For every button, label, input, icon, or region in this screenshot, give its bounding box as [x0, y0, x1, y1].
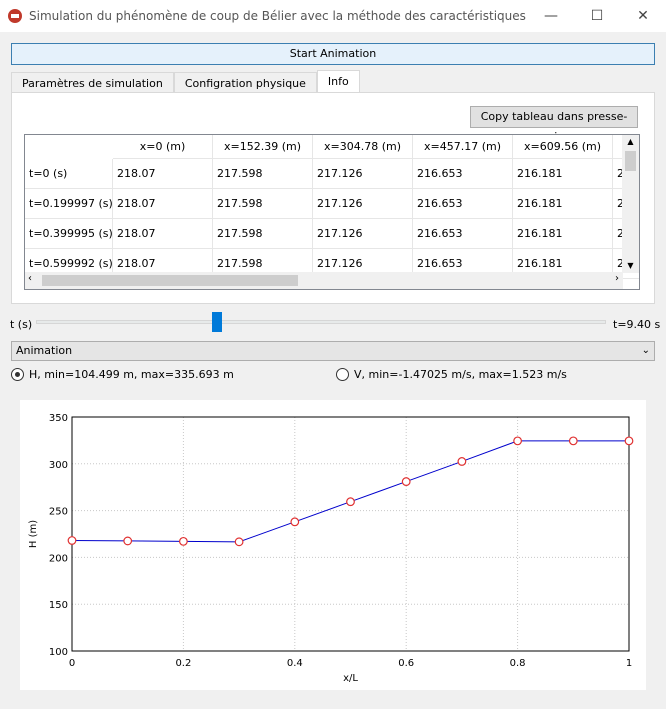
table-cell[interactable]: 218.07	[113, 189, 213, 219]
table-cell[interactable]: 218.07	[113, 219, 213, 249]
horizontal-scroll-thumb[interactable]	[42, 275, 298, 286]
column-header: x=304.78 (m)	[313, 135, 413, 159]
tab-configuration[interactable]: Configration physique	[173, 72, 317, 93]
data-point	[568, 436, 578, 446]
h-profile-chart: 0 0.2 0.4 0.6 0.8 1 100 150 200 250 300 350 x/L H (m)	[28, 413, 634, 684]
row-header: t=0.399995 (s)	[25, 219, 113, 249]
table-cell[interactable]: 218.07	[113, 159, 213, 189]
data-point	[624, 436, 634, 446]
y-tick-label: 200	[49, 553, 68, 564]
y-tick-label: 250	[49, 507, 68, 518]
column-header: x=609.56 (m)	[513, 135, 613, 159]
data-point	[513, 436, 523, 446]
table-cell[interactable]: 2	[613, 249, 639, 279]
table-cell[interactable]: 216.181	[513, 159, 613, 189]
vertical-scroll-thumb[interactable]	[625, 151, 636, 171]
combo-value: Animation	[16, 344, 73, 357]
x-tick-label: 0	[69, 658, 75, 669]
data-point	[178, 536, 188, 546]
x-tick-label: 0.4	[287, 658, 303, 669]
table-cell[interactable]: 216.653	[413, 189, 513, 219]
start-animation-button[interactable]: Start Animation	[11, 43, 655, 65]
scroll-down-icon[interactable]: ▼	[627, 261, 634, 270]
title-bar: Simulation du phénomène de coup de Bélie…	[0, 0, 666, 32]
y-tick-label: 350	[49, 413, 68, 424]
data-point	[123, 536, 133, 546]
radio-v[interactable]: V, min=-1.47025 m/s, max=1.523 m/s	[336, 368, 567, 381]
table-cell[interactable]: 217.598	[213, 189, 313, 219]
data-point	[290, 517, 300, 527]
data-point	[346, 497, 355, 507]
maximize-icon[interactable]: ☐	[590, 8, 604, 24]
radio-h[interactable]: H, min=104.499 m, max=335.693 m	[11, 368, 234, 381]
table-cell[interactable]: 217.126	[313, 159, 413, 189]
tab-info[interactable]: Info	[316, 70, 360, 93]
radio-v-button[interactable]	[336, 368, 349, 381]
data-point	[401, 477, 411, 486]
table-cell[interactable]: 217.598	[213, 159, 313, 189]
x-tick-label: 0.2	[175, 658, 191, 669]
window-title: Simulation du phénomène de coup de Bélie…	[29, 9, 526, 23]
vertical-scrollbar[interactable]: ▲ ▼	[622, 135, 639, 273]
time-slider-track[interactable]	[36, 320, 606, 324]
scroll-right-icon[interactable]: ›	[615, 273, 619, 284]
copy-table-button[interactable]: Copy tableau dans presse-papiers	[470, 106, 638, 143]
slider-max-label: t=9.40 s	[613, 318, 661, 331]
minimize-icon[interactable]: —	[544, 8, 558, 24]
series-line	[71, 440, 629, 543]
close-icon[interactable]: ✕	[637, 8, 649, 24]
slider-label: t (s)	[10, 318, 33, 331]
chevron-down-icon: ⌄	[641, 345, 650, 356]
y-axis-label: H (m)	[28, 520, 39, 548]
y-tick-label: 300	[49, 460, 68, 471]
radio-h-button[interactable]	[11, 368, 24, 381]
data-point	[234, 537, 244, 547]
time-slider-thumb[interactable]	[212, 312, 222, 332]
tab-parametres[interactable]: Paramètres de simulation	[11, 72, 174, 93]
y-tick-label: 100	[49, 647, 68, 658]
chart-container: 0 0.2 0.4 0.6 0.8 1 100 150 200 250 300 350 x/L H (m)	[20, 400, 646, 690]
table-cell[interactable]: 217.598	[213, 219, 313, 249]
table-cell[interactable]: 217.126	[313, 219, 413, 249]
results-table: 2 216.181 216.653 217.126 217.598 218.07 t=0.5…	[24, 134, 640, 290]
table-cell[interactable]: 216.653	[413, 219, 513, 249]
table-cell[interactable]: 216.653	[413, 159, 513, 189]
scroll-left-icon[interactable]: ‹	[28, 273, 32, 284]
table-cell[interactable]: 217.126	[313, 189, 413, 219]
y-tick-label: 150	[49, 600, 68, 611]
horizontal-scrollbar[interactable]: ‹ ›	[25, 272, 623, 289]
column-header: x=0 (m)	[113, 135, 213, 159]
table-cell[interactable]: 216.181	[513, 219, 613, 249]
app-icon	[8, 9, 22, 23]
radio-v-label: V, min=-1.47025 m/s, max=1.523 m/s	[354, 368, 567, 381]
x-tick-label: 0.8	[510, 658, 526, 669]
mode-combobox[interactable]: Animation ⌄	[11, 341, 655, 361]
row-header: t=0 (s)	[25, 159, 113, 189]
plot-frame	[71, 416, 630, 652]
row-header: t=0.199997 (s)	[25, 189, 113, 219]
data-point	[457, 457, 467, 466]
x-axis-label: x/L	[343, 673, 358, 684]
x-tick-label: 0.6	[398, 658, 414, 669]
radio-h-label: H, min=104.499 m, max=335.693 m	[29, 368, 234, 381]
x-tick-label: 1	[626, 658, 632, 669]
scroll-up-icon[interactable]: ▲	[627, 137, 634, 146]
data-point	[67, 536, 77, 545]
tab-bar: Paramètres de simulation Configration ph…	[11, 70, 360, 93]
column-header: x=457.17 (m)	[413, 135, 513, 159]
column-header: x=152.39 (m)	[213, 135, 313, 159]
table-cell[interactable]: 216.181	[513, 189, 613, 219]
